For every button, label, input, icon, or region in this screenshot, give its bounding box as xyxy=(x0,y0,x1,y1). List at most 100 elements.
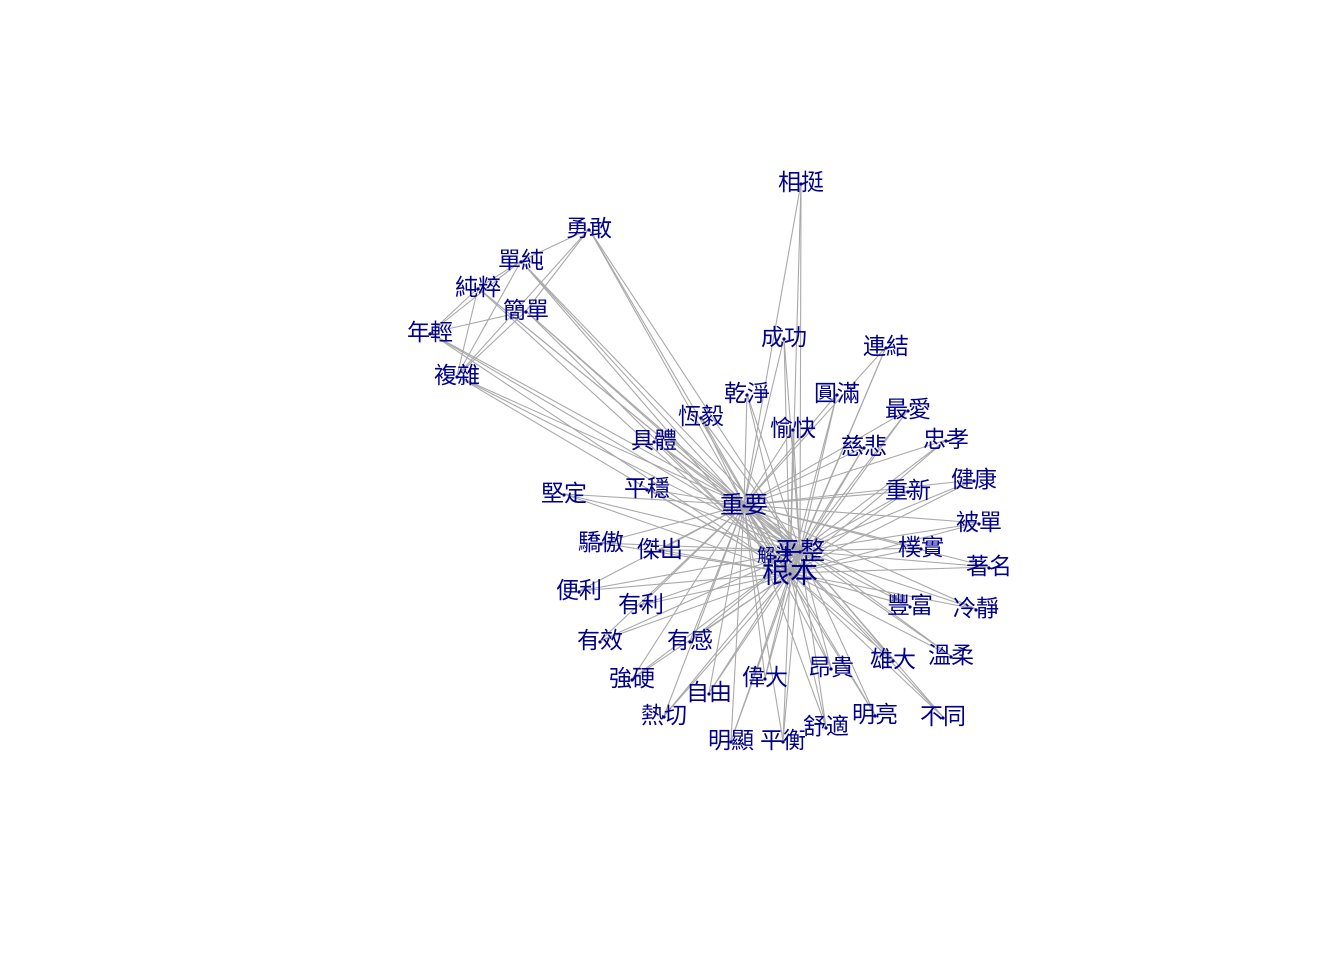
node-複雜: 複雜 xyxy=(434,363,480,389)
node-label: 雄大 xyxy=(870,647,916,673)
edge-平衡-重要 xyxy=(743,504,784,742)
node-有效: 有效 xyxy=(577,628,623,654)
edge-不同-重要 xyxy=(743,504,944,718)
node-label: 不同 xyxy=(920,704,966,730)
edge-熱切-根本 xyxy=(663,572,791,717)
node-point xyxy=(791,428,795,432)
node-label: 著名 xyxy=(966,554,1012,580)
node-label: 明亮 xyxy=(852,702,898,728)
node-point xyxy=(799,182,803,186)
edge-強硬-根本 xyxy=(631,572,791,680)
node-point xyxy=(662,715,666,719)
node-溫柔: 溫柔 xyxy=(928,643,974,669)
node-point xyxy=(455,375,459,379)
node-point xyxy=(519,260,523,264)
edge-愉快-重要 xyxy=(743,428,794,506)
edge-簡單-重要 xyxy=(525,310,745,506)
node-point xyxy=(639,604,643,608)
node-堅定: 堅定 xyxy=(541,481,587,507)
edge-不同-根本 xyxy=(789,572,944,718)
edge-最愛-重要 xyxy=(743,409,909,506)
edge-重要-平整 xyxy=(743,504,801,552)
edge-成功-根本 xyxy=(783,337,791,574)
node-最愛: 最愛 xyxy=(885,397,931,423)
edge-重新-重要 xyxy=(743,490,909,506)
node-label: 重新 xyxy=(885,478,931,504)
node-label: 純粹 xyxy=(455,275,501,301)
edge-重新-平整 xyxy=(799,490,909,552)
edge-單純-根本 xyxy=(520,260,791,574)
edge-成功-重要 xyxy=(743,337,785,506)
node-著名: 著名 xyxy=(966,554,1012,580)
edge-傑出-平整 xyxy=(659,549,801,552)
edge-平衡-根本 xyxy=(782,572,791,742)
node-point xyxy=(524,310,528,314)
edge-熱切-重要 xyxy=(663,504,745,717)
node-相挺: 相挺 xyxy=(778,170,824,196)
node-point xyxy=(862,446,866,450)
node-label: 自由 xyxy=(686,680,732,706)
node-point xyxy=(476,287,480,291)
node-point xyxy=(906,490,910,494)
node-根本: 根本 xyxy=(762,557,818,590)
edge-純粹-重要 xyxy=(477,287,745,506)
node-point xyxy=(891,659,895,663)
edge-複雜-重要 xyxy=(456,375,745,506)
edge-年輕-純粹 xyxy=(429,287,479,334)
edge-偉大-重要 xyxy=(743,504,766,679)
edge-健康-重要 xyxy=(743,479,975,506)
node-解決: 解決 xyxy=(757,546,793,567)
edge-驕傲-根本 xyxy=(600,542,791,574)
node-label: 平穩 xyxy=(624,476,670,502)
node-昂貴: 昂貴 xyxy=(808,655,854,681)
node-舒適: 舒適 xyxy=(803,714,849,740)
node-label: 慈悲 xyxy=(841,434,887,460)
node-point xyxy=(884,346,888,350)
edge-乾淨-根本 xyxy=(746,393,791,574)
node-point xyxy=(707,692,711,696)
node-point xyxy=(919,547,923,551)
node-label: 根本 xyxy=(762,557,818,590)
node-平整: 平整 xyxy=(775,537,825,566)
edge-慈悲-重要 xyxy=(743,446,865,506)
node-label: 簡單 xyxy=(503,298,549,324)
node-圓滿: 圓滿 xyxy=(814,381,860,407)
edge-純粹-複雜 xyxy=(456,287,479,377)
edge-簡單-年輕 xyxy=(429,310,527,334)
node-label: 忠孝 xyxy=(923,427,969,453)
node-被單: 被單 xyxy=(956,510,1002,536)
edge-恆毅-重要 xyxy=(700,416,745,506)
edge-慈悲-平整 xyxy=(799,446,865,552)
edge-圓滿-根本 xyxy=(789,393,838,574)
node-label: 強硬 xyxy=(609,666,655,692)
node-雄大: 雄大 xyxy=(870,647,916,673)
edge-被單-平整 xyxy=(799,522,980,552)
node-有利: 有利 xyxy=(618,592,664,618)
edge-單純-平整 xyxy=(520,260,801,552)
node-point xyxy=(873,714,877,718)
node-label: 連結 xyxy=(863,334,909,360)
node-健康: 健康 xyxy=(951,467,997,493)
node-明顯: 明顯 xyxy=(708,728,754,754)
node-連結: 連結 xyxy=(863,334,909,360)
node-point xyxy=(598,640,602,644)
node-label: 傑出 xyxy=(637,537,683,563)
edge-勇敢-單純 xyxy=(520,228,590,262)
node-偉大: 偉大 xyxy=(742,665,788,691)
node-label: 複雜 xyxy=(434,363,480,389)
node-label: 健康 xyxy=(951,467,997,493)
node-point xyxy=(782,337,786,341)
node-label: 平整 xyxy=(775,537,825,566)
edge-被單-重要 xyxy=(743,504,980,524)
node-重新: 重新 xyxy=(885,478,931,504)
node-label: 昂貴 xyxy=(808,655,854,681)
edge-相挺-平整 xyxy=(799,182,802,552)
node-傑出: 傑出 xyxy=(637,537,683,563)
node-point xyxy=(742,504,746,508)
edge-單純-純粹 xyxy=(477,260,522,289)
node-label: 單純 xyxy=(498,248,544,274)
edge-冷靜-平整 xyxy=(799,550,977,610)
edge-驕傲-重要 xyxy=(600,504,745,544)
edge-愉快-平整 xyxy=(792,428,801,552)
node-point xyxy=(745,393,749,397)
